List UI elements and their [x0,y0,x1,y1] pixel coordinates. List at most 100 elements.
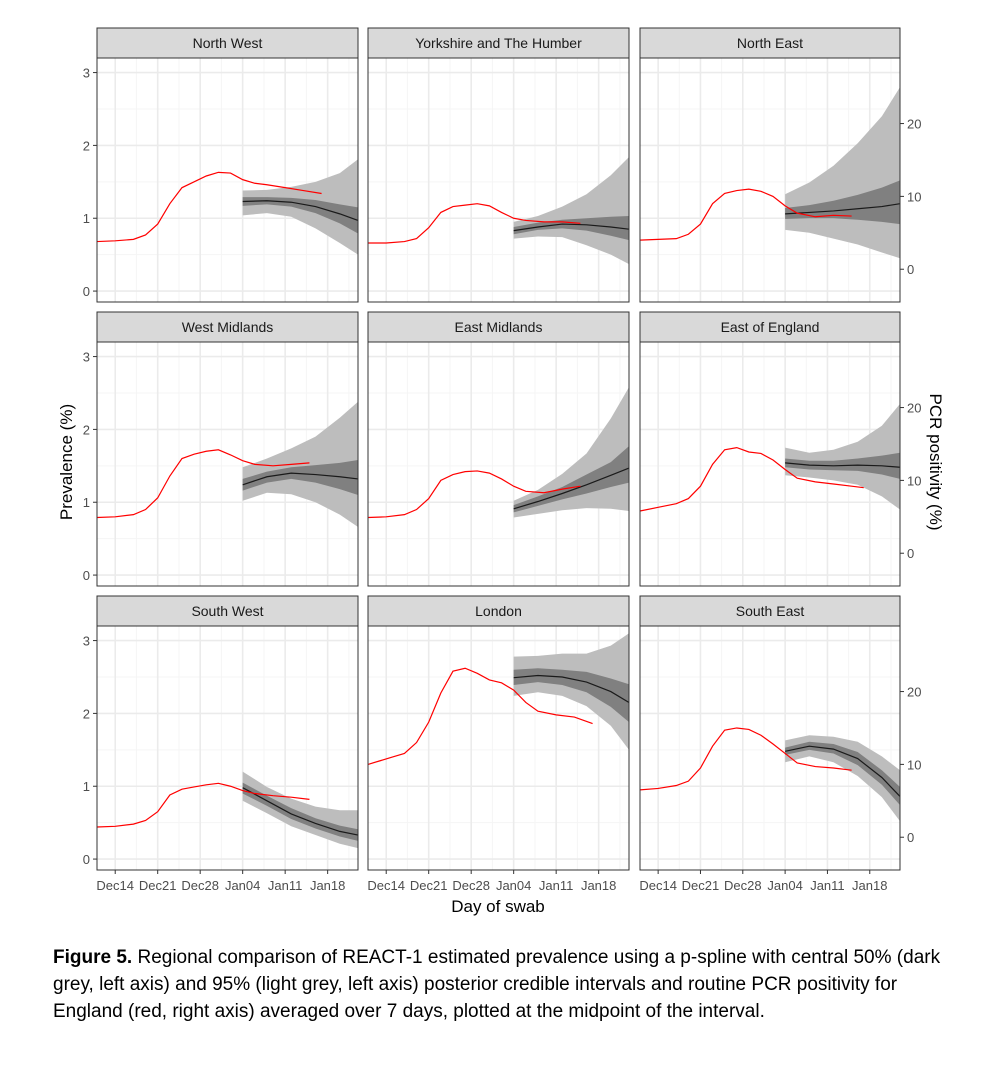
facet-west-midlands: West Midlands 0 1 2 3 [83,311,359,587]
caption-label: Figure 5. [53,947,133,968]
model-median-line [242,472,359,486]
x-tick-label: Dec14 [96,878,134,893]
panel-background [368,58,629,302]
y-left-tick-label: 0 [83,568,90,583]
facet-north-west: North West 0 1 2 3 [83,27,359,303]
model-median-line [513,223,630,232]
facet-title: West Midlands [182,319,274,335]
facet-strip [639,311,901,343]
faceted-chart: North West 0 1 2 3 Yorkshire and The Humber No… [57,27,945,916]
x-tick-label: Jan04 [767,878,802,893]
x-tick-label: Dec14 [367,878,405,893]
y-left-tick-label: 2 [83,706,90,721]
pcr-positivity-line [639,188,852,241]
model-median-line [513,674,630,703]
panel-border [639,57,901,303]
facet-north-east: North East 0 10 20 [639,27,921,303]
caption-text: Regional comparison of REACT-1 estimated… [53,947,941,1022]
pcr-positivity-line [96,449,310,519]
facet-strip [96,27,359,59]
model-median-line [785,462,901,468]
model-median-line [785,203,901,215]
y-right-tick-label: 0 [907,830,914,845]
pcr-positivity-line [96,171,322,243]
facet-title: Yorkshire and The Humber [415,35,582,51]
facet-panels: North West 0 1 2 3 Yorkshire and The Humber No… [83,27,921,893]
facet-east-of-england: East of England 0 10 20 [639,311,921,587]
facet-yorkshire-and-the-humber: Yorkshire and The Humber [367,27,630,303]
y-left-tick-label: 3 [83,634,90,649]
ci95-ribbon [785,735,900,822]
y-left-tick-label: 2 [83,422,90,437]
y-left-tick-label: 0 [83,284,90,299]
panel-border [367,57,630,303]
ci50-ribbon [513,446,629,513]
panel-border [367,341,630,587]
y-axis-right-title: PCR positivity (%) [926,394,945,531]
y-right-tick-label: 20 [907,401,921,416]
x-tick-label: Dec14 [639,878,677,893]
y-left-tick-label: 2 [83,138,90,153]
x-tick-label: Dec28 [724,878,762,893]
facet-london: London Dec14 Dec21 Dec28 Jan04 Jan11 Jan18 [367,595,630,893]
y-left-tick-label: 3 [83,66,90,81]
panel-border [96,57,359,303]
x-tick-label: Jan04 [225,878,260,893]
facet-title: North East [737,35,803,51]
y-right-tick-label: 10 [907,473,921,488]
ci50-ribbon [242,782,358,841]
panel-border [639,341,901,587]
x-tick-label: Jan04 [496,878,531,893]
model-median-line [242,200,359,221]
x-tick-label: Dec28 [181,878,219,893]
y-right-tick-label: 0 [907,546,914,561]
y-left-tick-label: 1 [83,495,90,510]
pcr-positivity-line [639,727,852,791]
x-tick-label: Dec28 [452,878,490,893]
ci50-ribbon [513,668,629,723]
x-tick-label: Jan11 [268,878,302,893]
y-left-tick-label: 0 [83,852,90,867]
panel-border [367,625,630,871]
model-median-line [242,787,359,836]
pcr-positivity-line [368,203,581,244]
ci50-ribbon [242,197,358,234]
facet-title: London [475,603,522,619]
y-left-tick-label: 1 [83,779,90,794]
facet-strip [96,311,359,343]
ci95-ribbon [242,401,358,528]
panel-border [639,625,901,871]
panel-border [96,341,359,587]
y-right-tick-label: 0 [907,262,914,277]
y-right-tick-label: 10 [907,189,921,204]
ci95-ribbon [513,633,629,750]
x-tick-label: Dec21 [682,878,720,893]
ci50-ribbon [785,180,900,225]
x-axis-title: Day of swab [451,897,545,916]
panel-background [97,58,358,302]
y-left-tick-label: 3 [83,350,90,365]
panel-border [96,625,359,871]
facet-title: East of England [721,319,820,335]
facet-south-west: South West 0 1 2 3 Dec14 Dec21 Dec28 Jan04 Jan11 J… [83,595,359,893]
model-median-line [784,745,901,797]
facet-strip [96,595,359,627]
facet-title: South East [736,603,805,619]
facet-strip [639,27,901,59]
facet-title: East Midlands [455,319,543,335]
facet-south-east: South East 0 10 20 Dec14 Dec21 Dec28 Jan04 Jan11… [639,595,921,893]
x-tick-label: Dec21 [139,878,177,893]
ci50-ribbon [242,459,358,495]
y-right-tick-label: 20 [907,117,921,132]
x-tick-label: Dec21 [410,878,448,893]
facet-title: South West [191,603,263,619]
y-right-tick-label: 10 [907,757,921,772]
figure-caption: Figure 5. Regional comparison of REACT-1… [53,944,953,1025]
pcr-positivity-line [639,446,864,512]
model-median-line [513,467,630,510]
pcr-positivity-line [367,667,593,765]
pcr-positivity-line [367,470,581,519]
ci95-ribbon [785,403,900,510]
x-tick-label: Jan11 [810,878,844,893]
facet-east-midlands: East Midlands [367,311,630,587]
